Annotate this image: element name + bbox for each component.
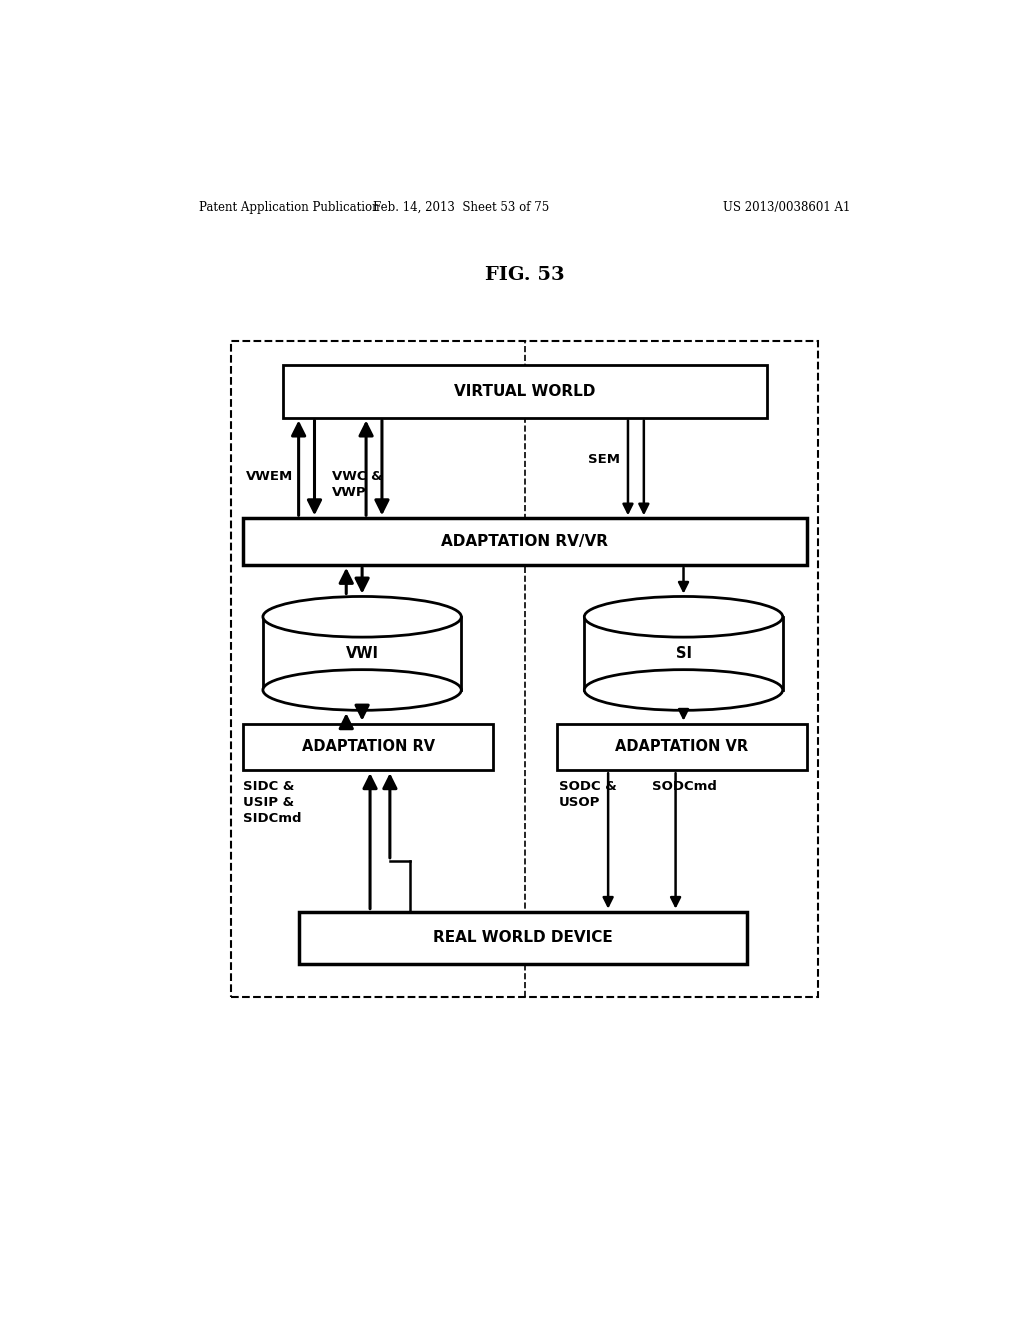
Bar bbox=[557, 723, 807, 771]
Bar bbox=[283, 364, 767, 417]
Ellipse shape bbox=[585, 669, 782, 710]
Text: SODCmd: SODCmd bbox=[652, 780, 717, 793]
Ellipse shape bbox=[263, 669, 461, 710]
Text: ADAPTATION RV/VR: ADAPTATION RV/VR bbox=[441, 535, 608, 549]
Text: VWEM: VWEM bbox=[246, 470, 293, 483]
Ellipse shape bbox=[585, 597, 782, 638]
Text: VWI: VWI bbox=[346, 645, 379, 661]
Text: REAL WORLD DEVICE: REAL WORLD DEVICE bbox=[433, 931, 612, 945]
Text: Patent Application Publication: Patent Application Publication bbox=[200, 201, 380, 214]
Bar bbox=[243, 519, 807, 565]
Text: ADAPTATION VR: ADAPTATION VR bbox=[615, 739, 749, 755]
Bar bbox=[243, 723, 493, 771]
Text: SEM: SEM bbox=[588, 453, 621, 466]
Text: SODC &
USOP: SODC & USOP bbox=[559, 780, 616, 809]
Text: FIG. 53: FIG. 53 bbox=[485, 267, 564, 284]
Bar bbox=[585, 616, 782, 690]
Text: VWC &
VWP: VWC & VWP bbox=[332, 470, 383, 499]
Bar bbox=[263, 616, 461, 690]
Text: ADAPTATION RV: ADAPTATION RV bbox=[301, 739, 434, 755]
Text: US 2013/0038601 A1: US 2013/0038601 A1 bbox=[723, 201, 850, 214]
Bar bbox=[299, 912, 748, 965]
Text: Feb. 14, 2013  Sheet 53 of 75: Feb. 14, 2013 Sheet 53 of 75 bbox=[373, 201, 550, 214]
Text: SI: SI bbox=[676, 645, 691, 661]
Bar bbox=[231, 342, 818, 997]
Ellipse shape bbox=[263, 597, 461, 638]
Text: VIRTUAL WORLD: VIRTUAL WORLD bbox=[454, 384, 596, 399]
Text: SIDC &
USIP &
SIDCmd: SIDC & USIP & SIDCmd bbox=[243, 780, 302, 825]
